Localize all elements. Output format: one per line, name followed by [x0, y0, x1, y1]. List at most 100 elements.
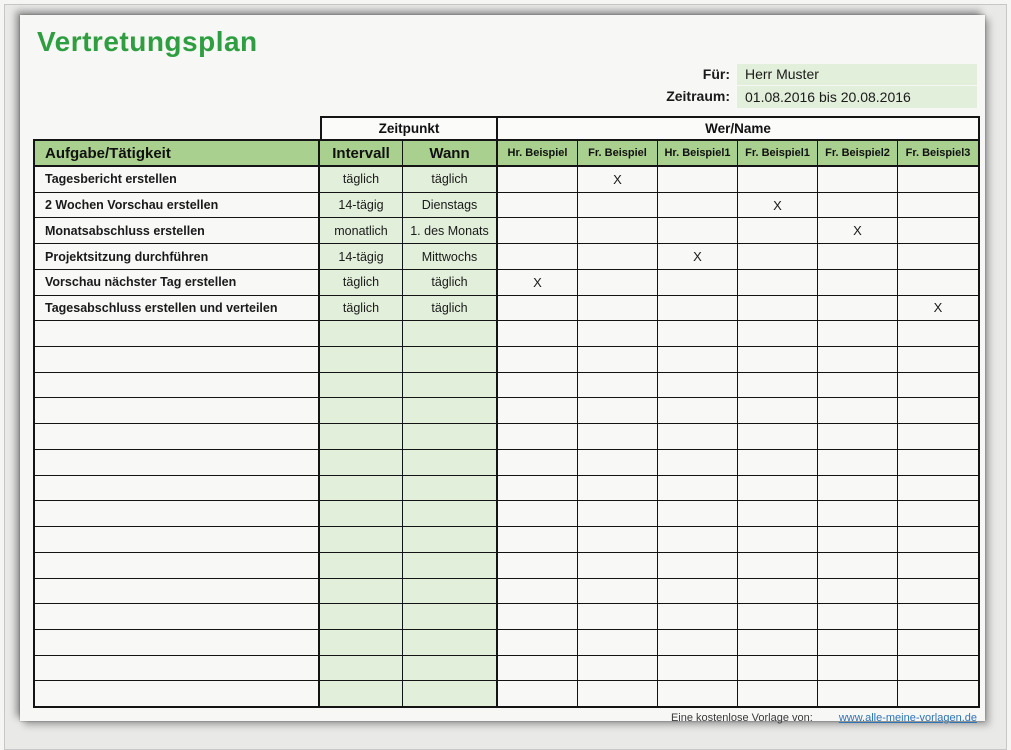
name-mark-cell[interactable]	[898, 373, 978, 398]
task-cell[interactable]	[35, 321, 320, 347]
name-mark-cell[interactable]	[658, 424, 738, 449]
name-mark-cell[interactable]	[578, 552, 658, 578]
task-cell[interactable]	[35, 501, 320, 527]
wann-cell[interactable]	[403, 424, 498, 449]
task-cell[interactable]: Tagesbericht erstellen	[35, 167, 320, 192]
task-cell[interactable]	[35, 681, 320, 707]
name-mark-cell[interactable]	[578, 424, 658, 449]
intervall-cell[interactable]	[320, 578, 403, 604]
name-mark-cell[interactable]	[818, 192, 898, 218]
wann-cell[interactable]: 1. des Monats	[403, 218, 498, 244]
name-mark-cell[interactable]	[898, 476, 978, 501]
wann-cell[interactable]	[403, 372, 498, 398]
name-mark-cell[interactable]	[578, 244, 658, 269]
intervall-cell[interactable]: täglich	[320, 167, 403, 192]
name-mark-cell[interactable]	[818, 295, 898, 321]
intervall-cell[interactable]	[320, 475, 403, 501]
name-mark-cell[interactable]	[898, 321, 978, 346]
name-mark-cell[interactable]	[658, 604, 738, 629]
intervall-cell[interactable]	[320, 501, 403, 527]
wann-cell[interactable]	[403, 321, 498, 347]
name-mark-cell[interactable]	[738, 681, 818, 707]
name-mark-cell[interactable]	[578, 449, 658, 475]
name-mark-cell[interactable]	[578, 578, 658, 604]
task-cell[interactable]	[35, 629, 320, 655]
name-mark-cell[interactable]	[658, 295, 738, 321]
task-cell[interactable]: Projektsitzung durchführen	[35, 244, 320, 269]
name-mark-cell[interactable]	[818, 604, 898, 629]
name-mark-cell[interactable]	[658, 501, 738, 527]
name-mark-cell[interactable]	[898, 553, 978, 578]
name-mark-cell[interactable]	[498, 295, 578, 321]
name-mark-cell[interactable]	[818, 552, 898, 578]
wann-cell[interactable]	[403, 578, 498, 604]
name-mark-cell[interactable]	[818, 527, 898, 552]
vorlagen-link[interactable]: www.alle-meine-vorlagen.de	[838, 712, 977, 724]
name-mark-cell[interactable]	[498, 321, 578, 347]
task-cell[interactable]	[35, 655, 320, 681]
name-mark-cell[interactable]	[898, 450, 978, 475]
name-mark-cell[interactable]	[898, 527, 978, 552]
task-cell[interactable]	[35, 449, 320, 475]
intervall-cell[interactable]: 14-tägig	[320, 244, 403, 269]
task-cell[interactable]	[35, 398, 320, 424]
name-mark-cell[interactable]	[578, 372, 658, 398]
name-mark-cell[interactable]	[898, 270, 978, 295]
task-cell[interactable]	[35, 527, 320, 552]
name-mark-cell[interactable]	[578, 475, 658, 501]
name-mark-cell[interactable]	[498, 655, 578, 681]
name-mark-cell[interactable]	[738, 527, 818, 552]
name-mark-cell[interactable]	[658, 398, 738, 424]
intervall-cell[interactable]	[320, 604, 403, 629]
wann-cell[interactable]: täglich	[403, 167, 498, 192]
name-mark-cell[interactable]	[578, 218, 658, 244]
name-mark-cell[interactable]	[738, 244, 818, 269]
name-mark-cell[interactable]	[738, 167, 818, 192]
name-mark-cell[interactable]	[818, 681, 898, 707]
name-mark-cell[interactable]	[658, 321, 738, 347]
name-mark-cell[interactable]	[818, 475, 898, 501]
task-cell[interactable]	[35, 604, 320, 629]
intervall-cell[interactable]	[320, 398, 403, 424]
wann-cell[interactable]	[403, 449, 498, 475]
name-mark-cell[interactable]	[498, 167, 578, 192]
name-mark-cell[interactable]	[898, 218, 978, 243]
name-mark-cell[interactable]	[898, 347, 978, 372]
name-mark-cell[interactable]	[658, 578, 738, 604]
task-cell[interactable]: 2 Wochen Vorschau erstellen	[35, 192, 320, 218]
name-mark-cell[interactable]	[498, 244, 578, 269]
name-mark-cell[interactable]	[578, 501, 658, 527]
name-mark-cell[interactable]	[658, 475, 738, 501]
task-cell[interactable]	[35, 475, 320, 501]
wann-cell[interactable]	[403, 629, 498, 655]
intervall-cell[interactable]	[320, 629, 403, 655]
name-mark-cell[interactable]	[818, 372, 898, 398]
wann-cell[interactable]: Dienstags	[403, 192, 498, 218]
name-mark-cell[interactable]	[498, 192, 578, 218]
name-mark-cell[interactable]	[578, 604, 658, 629]
wann-cell[interactable]	[403, 347, 498, 372]
name-mark-cell[interactable]	[818, 449, 898, 475]
intervall-cell[interactable]: täglich	[320, 269, 403, 295]
name-mark-cell[interactable]	[738, 604, 818, 629]
name-mark-cell[interactable]	[658, 269, 738, 295]
name-mark-cell[interactable]	[898, 656, 978, 681]
name-mark-cell[interactable]	[738, 552, 818, 578]
name-mark-cell[interactable]	[738, 218, 818, 244]
name-mark-cell[interactable]	[818, 244, 898, 269]
intervall-cell[interactable]	[320, 527, 403, 552]
name-mark-cell[interactable]	[738, 501, 818, 527]
name-mark-cell[interactable]	[738, 475, 818, 501]
wann-cell[interactable]	[403, 398, 498, 424]
name-mark-cell[interactable]: X	[658, 244, 738, 269]
task-cell[interactable]	[35, 552, 320, 578]
intervall-cell[interactable]: 14-tägig	[320, 192, 403, 218]
name-mark-cell[interactable]	[738, 347, 818, 372]
name-mark-cell[interactable]	[898, 193, 978, 218]
wann-cell[interactable]	[403, 475, 498, 501]
task-cell[interactable]: Vorschau nächster Tag erstellen	[35, 269, 320, 295]
name-mark-cell[interactable]	[498, 347, 578, 372]
name-mark-cell[interactable]	[498, 475, 578, 501]
name-mark-cell[interactable]	[898, 681, 978, 706]
intervall-cell[interactable]	[320, 655, 403, 681]
